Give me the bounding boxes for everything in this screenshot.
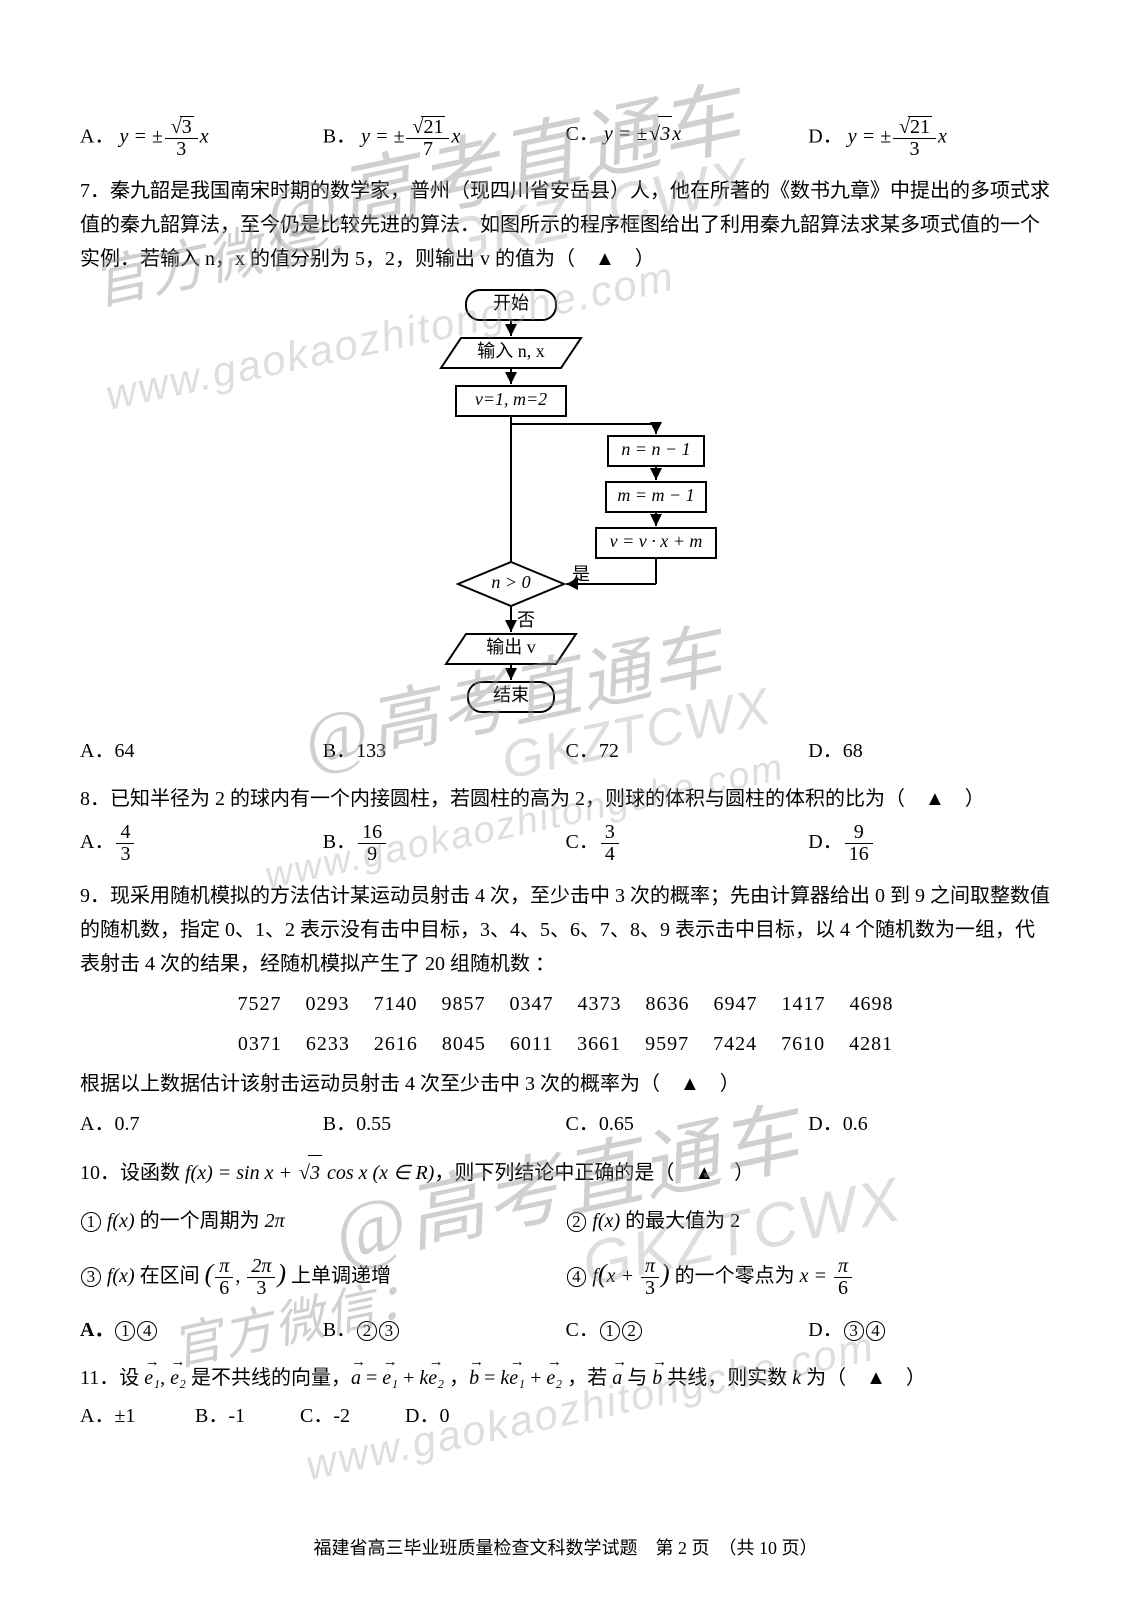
q10-opt-c: C．12 [566, 1313, 809, 1347]
q8-opt-a: A．43 [80, 822, 323, 865]
q10-opt-b: B．23 [323, 1313, 566, 1347]
svg-text:m = m − 1: m = m − 1 [617, 485, 694, 505]
q9-opt-c: C．0.65 [566, 1107, 809, 1141]
q11-opt-d: D．0 [405, 1399, 505, 1433]
q7-opt-d: D．68 [808, 734, 1051, 768]
q9-options: A．0.7 B．0.55 C．0.65 D．0.6 [80, 1107, 1051, 1141]
q8-options: A．43 B．169 C．34 D．916 [80, 822, 1051, 865]
q10-s4: 4 f(x + π3) 的一个零点为 x = π6 [566, 1252, 1052, 1299]
svg-text:开始: 开始 [493, 293, 529, 313]
q10-statements-12: 1 f(x) 的一个周期为 2π 2 f(x) 的最大值为 2 [80, 1204, 1051, 1238]
svg-text:是: 是 [572, 564, 590, 584]
q6-options: A． y = ±33x B． y = ±217x C． y = ±3x D． y… [80, 116, 1051, 160]
q7-flowchart: 开始 输入 n, x v=1, m=2 n = n − 1 m = m − 1 … [356, 284, 776, 724]
q6-opt-a: A． y = ±33x [80, 116, 323, 160]
q7-opt-c: C．72 [566, 734, 809, 768]
q10-s3: 3 f(x) 在区间 (π6, 2π3) 上单调递增 [80, 1252, 566, 1299]
svg-text:输出 v: 输出 v [486, 637, 536, 657]
q9-opt-b: B．0.55 [323, 1107, 566, 1141]
q6-a-label: A． [80, 126, 114, 148]
q10-text: 10．设函数 f(x) = sin x + 3 cos x (x ∈ R)，则下… [80, 1155, 1051, 1190]
svg-text:v=1, m=2: v=1, m=2 [474, 389, 546, 409]
q10-opt-d: D．34 [808, 1313, 1051, 1347]
q11-text: 11．设 e₁, e₂ 是不共线的向量，a = e₁ + ke₂ ，b = ke… [80, 1361, 1051, 1395]
q6-opt-b: B． y = ±217x [323, 116, 566, 160]
svg-text:结束: 结束 [493, 685, 529, 705]
svg-text:n = n − 1: n = n − 1 [621, 439, 690, 459]
q9-opt-d: D．0.6 [808, 1107, 1051, 1141]
q7-opt-a: A．64 [80, 734, 323, 768]
svg-text:n > 0: n > 0 [491, 572, 530, 592]
q10-s2: 2 f(x) 的最大值为 2 [566, 1204, 1052, 1238]
q10-statements-34: 3 f(x) 在区间 (π6, 2π3) 上单调递增 4 f(x + π3) 的… [80, 1252, 1051, 1299]
q10-s1: 1 f(x) 的一个周期为 2π [80, 1204, 566, 1238]
q8-text: 8．已知半径为 2 的球内有一个内接圆柱，若圆柱的高为 2，则球的体积与圆柱的体… [80, 782, 1051, 816]
q6-opt-c: C． y = ±3x [566, 116, 809, 160]
q9-data-row2: 0371 6233 2616 8045 6011 3661 9597 7424 … [80, 1027, 1051, 1061]
q8-opt-d: D．916 [808, 822, 1051, 865]
q8-opt-b: B．169 [323, 822, 566, 865]
q10-opt-a: A．14 [80, 1313, 323, 1347]
svg-text:输入 n, x: 输入 n, x [477, 341, 545, 361]
q9-text1: 9．现采用随机模拟的方法估计某运动员射击 4 次，至少击中 3 次的概率；先由计… [80, 879, 1051, 981]
q7-options: A．64 B．133 C．72 D．68 [80, 734, 1051, 768]
q11-opt-a: A．±1 [80, 1399, 190, 1433]
q9-data-row1: 7527 0293 7140 9857 0347 4373 8636 6947 … [80, 987, 1051, 1021]
q7-text: 7．秦九韶是我国南宋时期的数学家，普州（现四川省安岳县）人，他在所著的《数书九章… [80, 174, 1051, 276]
q6-b-label: B． [323, 126, 356, 148]
q6-d-label: D． [808, 126, 842, 148]
q7-opt-b: B．133 [323, 734, 566, 768]
q9-text2: 根据以上数据估计该射击运动员射击 4 次至少击中 3 次的概率为（ ▲ ） [80, 1067, 1051, 1101]
page-footer: 福建省高三毕业班质量检查文科数学试题 第 2 页 （共 10 页） [0, 1533, 1131, 1564]
q11-opt-c: C．-2 [300, 1399, 400, 1433]
svg-text:v = v · x + m: v = v · x + m [609, 531, 702, 551]
q11-options: A．±1 B．-1 C．-2 D．0 [80, 1399, 1051, 1433]
q11-opt-b: B．-1 [195, 1399, 295, 1433]
q9-opt-a: A．0.7 [80, 1107, 323, 1141]
q10-options: A．14 B．23 C．12 D．34 [80, 1313, 1051, 1347]
q8-opt-c: C．34 [566, 822, 809, 865]
q6-c-label: C． [566, 123, 599, 145]
svg-text:否: 否 [517, 610, 535, 630]
q6-opt-d: D． y = ±213x [808, 116, 1051, 160]
exam-page: @高考直通车 GKZTCWX 官方微信： www.gaokaozhitongch… [0, 0, 1131, 1600]
